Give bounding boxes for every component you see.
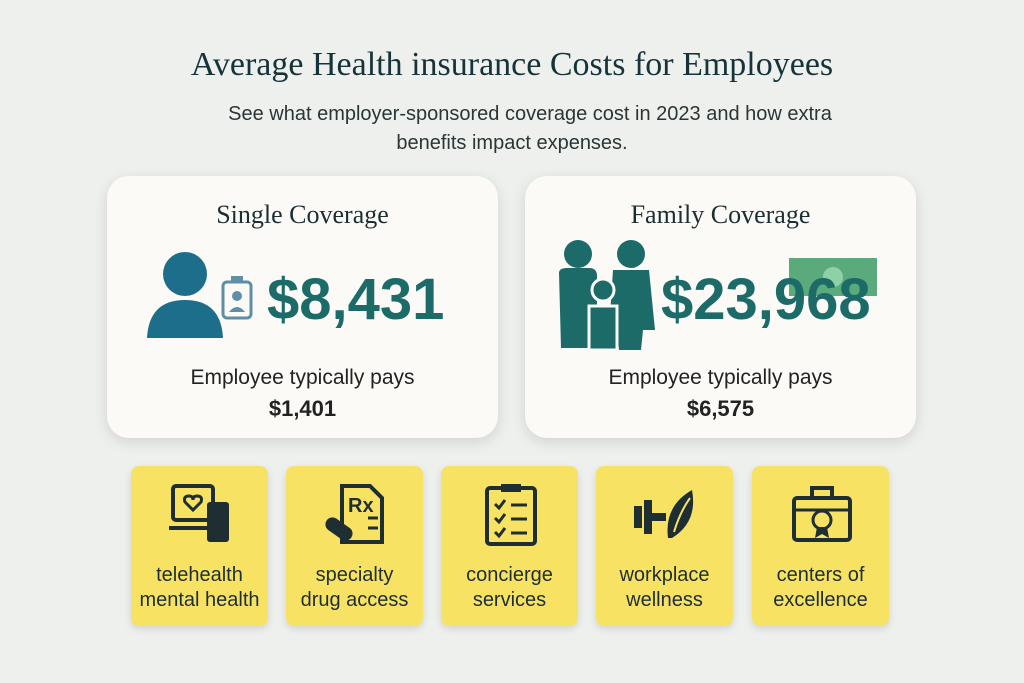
benefit-label: telehealth [156,564,243,586]
wellness-icon [634,490,694,538]
employee-amount: $1,401 [268,396,337,421]
benefit-tile: workplace wellness [596,466,733,626]
benefit-label: mental health [139,589,260,611]
telehealth-icon [169,484,229,542]
coverage-amount: $23,968 [661,267,871,332]
benefit-label: excellence [773,589,868,611]
employee-note: Employee typically pays [190,366,415,389]
benefit-label: centers of [776,564,865,586]
coverage-card: Single Coverage $8,431 Employee typicall… [107,176,498,438]
coverage-card: Family Coverage $23,968 Employee typical… [525,176,916,438]
person-icon [147,252,253,338]
benefit-tile: centers of excellence [752,466,889,626]
card-title: Family Coverage [630,200,811,229]
employee-amount: $6,575 [686,396,755,421]
subtitle-line: See what employer-sponsored coverage cos… [228,103,832,125]
benefit-label: drug access [300,589,409,611]
benefit-label: specialty [315,564,394,586]
checklist-icon [485,484,537,546]
benefit-label: wellness [626,589,703,611]
benefit-tile: Rx specialty drug access [286,466,423,626]
benefit-tile: concierge services [441,466,578,626]
coverage-amount: $8,431 [267,267,445,332]
svg-text:Rx: Rx [348,495,374,517]
benefit-label: concierge [466,564,553,586]
benefit-tile: telehealth mental health [131,466,268,626]
page-title: Average Health insurance Costs for Emplo… [190,46,834,83]
benefit-label: services [472,589,547,611]
card-title: Single Coverage [216,200,389,229]
employee-note: Employee typically pays [608,366,833,389]
subtitle-line: benefits impact expenses. [396,132,628,154]
cash-icon [789,258,877,296]
benefit-label: workplace [619,564,710,586]
rx-icon: Rx [325,484,384,544]
briefcase-icon [792,486,852,542]
family-icon [559,240,655,352]
